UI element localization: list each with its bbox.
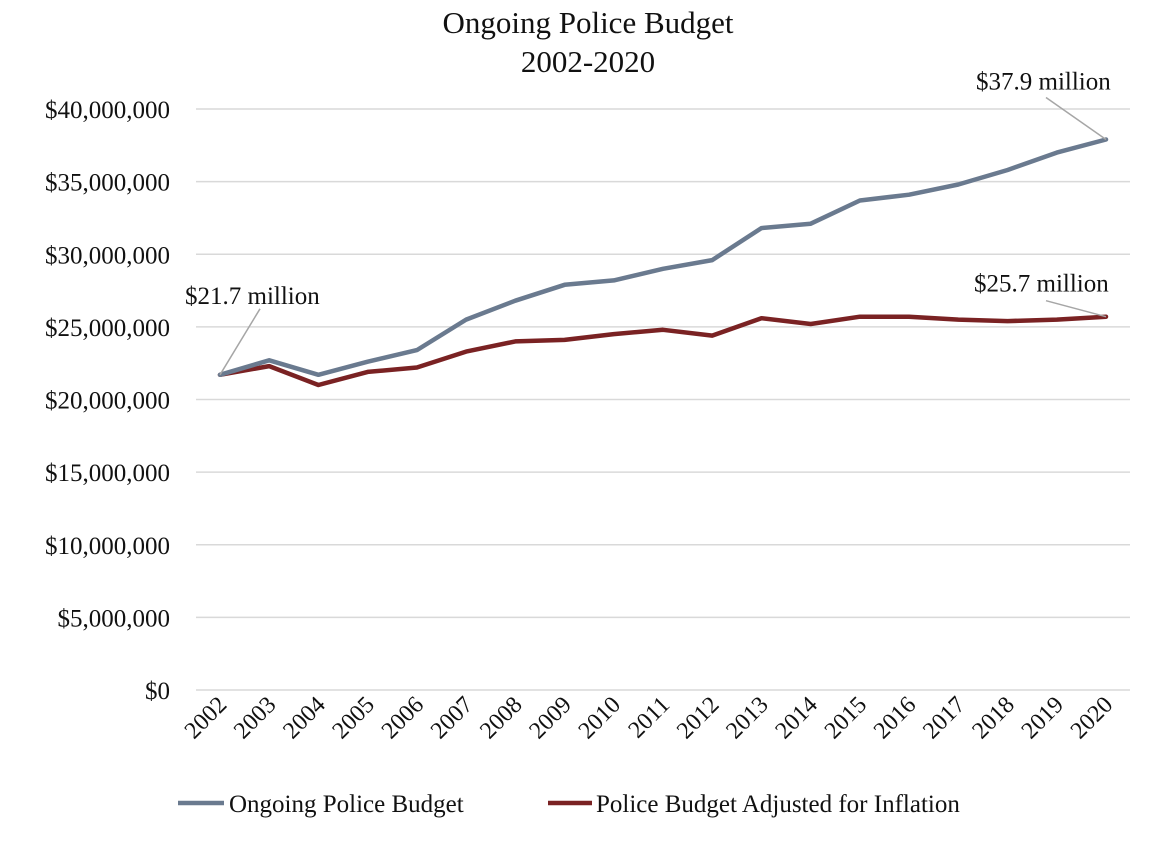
chart-subtitle: 2002-2020 — [521, 44, 655, 79]
x-tick-label: 2002 — [180, 692, 232, 744]
legend-label: Ongoing Police Budget — [229, 791, 464, 818]
y-tick-label: $35,000,000 — [45, 170, 170, 197]
x-tick-label: 2016 — [869, 692, 921, 744]
x-tick-label: 2019 — [1017, 692, 1069, 744]
y-tick-label: $10,000,000 — [45, 533, 170, 560]
x-tick-label: 2020 — [1066, 692, 1118, 744]
series-line — [217, 314, 1109, 388]
y-tick-label: $25,000,000 — [45, 315, 170, 342]
x-tick-label: 2017 — [918, 692, 970, 744]
gridlines — [196, 108, 1130, 691]
x-tick-label: 2009 — [524, 692, 576, 744]
annotation-label: $21.7 million — [185, 283, 320, 310]
x-tick-label: 2013 — [721, 692, 773, 744]
annotation-leader — [1045, 299, 1107, 318]
chart-title: Ongoing Police Budget — [442, 5, 733, 40]
annotations: $21.7 million $37.9 million $25.7 million — [185, 69, 1111, 376]
y-tick-label: $15,000,000 — [45, 460, 170, 487]
x-tick-label: 2015 — [820, 692, 872, 744]
x-tick-label: 2007 — [426, 692, 478, 744]
x-tick-label: 2005 — [328, 692, 380, 744]
annotation-leader — [1045, 96, 1107, 141]
legend: Ongoing Police Budget Police Budget Adjus… — [178, 791, 960, 818]
x-tick-label: 2003 — [229, 692, 281, 744]
x-tick-label: 2012 — [672, 692, 724, 744]
annotation-label: $25.7 million — [974, 271, 1109, 298]
x-tick-label: 2010 — [574, 692, 626, 744]
x-tick-label: 2011 — [624, 692, 676, 744]
x-tick-label: 2018 — [967, 692, 1019, 744]
series-lines — [217, 137, 1109, 388]
annotation-label: $37.9 million — [976, 69, 1111, 96]
x-tick-label: 2014 — [771, 692, 823, 744]
y-tick-label: $0 — [145, 678, 170, 705]
y-tick-label: $40,000,000 — [45, 97, 170, 124]
y-tick-label: $20,000,000 — [45, 388, 170, 415]
y-axis-ticks: $40,000,000 $35,000,000 $30,000,000 $25,000… — [45, 97, 170, 705]
y-tick-label: $5,000,000 — [58, 605, 171, 632]
legend-label: Police Budget Adjusted for Inflation — [596, 791, 960, 818]
series-line — [217, 137, 1109, 378]
x-axis-ticks: 2002200320042005200620072008200920102011… — [180, 692, 1118, 744]
y-tick-label: $30,000,000 — [45, 242, 170, 269]
x-tick-label: 2006 — [377, 692, 429, 744]
x-tick-label: 2004 — [278, 692, 330, 744]
annotation-leader — [219, 308, 261, 376]
x-tick-label: 2008 — [475, 692, 527, 744]
